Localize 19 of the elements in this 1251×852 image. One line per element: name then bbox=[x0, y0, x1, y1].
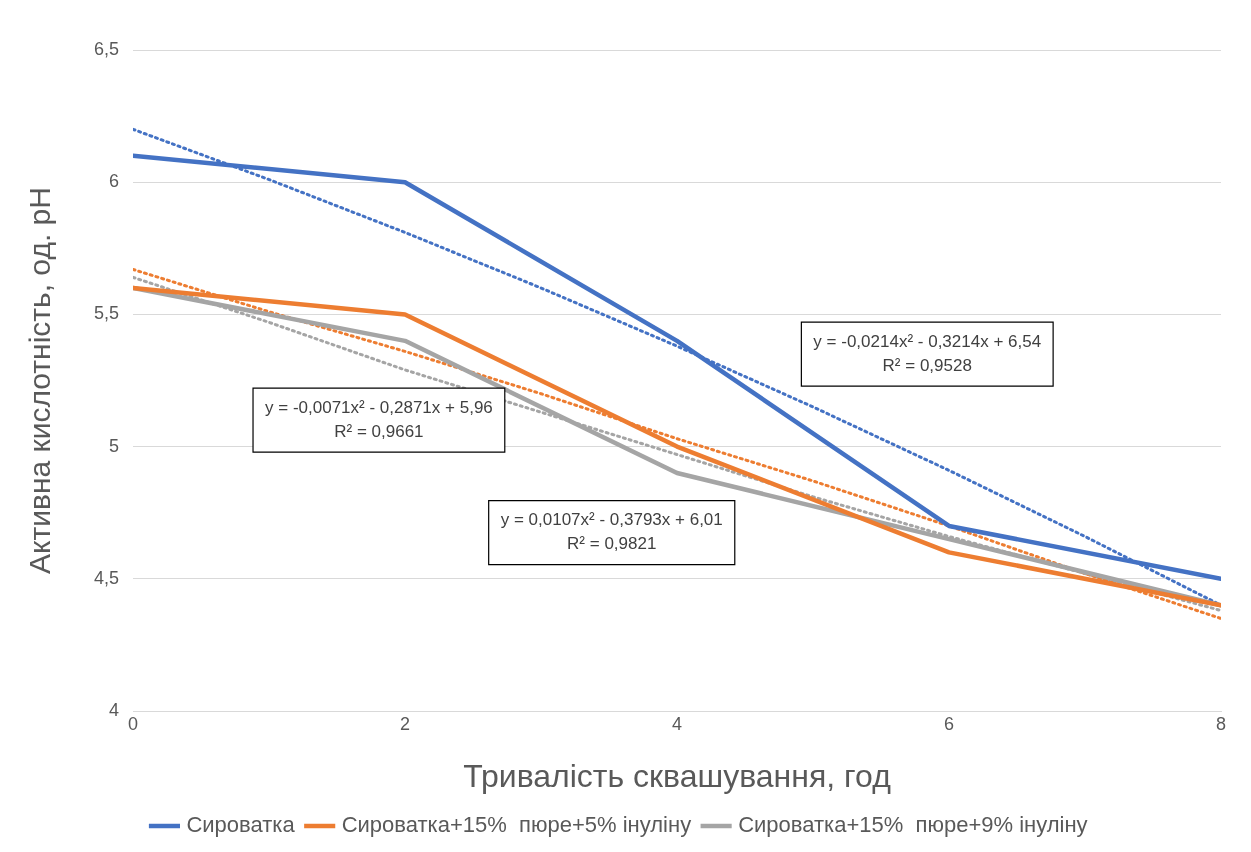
x-tick-label: 8 bbox=[1215, 713, 1227, 734]
legend-label: Сироватка+15% пюре+5% інуліну bbox=[341, 812, 692, 838]
legend-label: Сироватка+15% пюре+9% інуліну bbox=[738, 812, 1088, 838]
y-tick-label: 6,5 bbox=[93, 38, 120, 59]
y-tick-label: 5 bbox=[109, 435, 120, 456]
x-tick-label: 2 bbox=[400, 713, 411, 734]
x-tick-label: 0 bbox=[128, 713, 139, 734]
annotation: y = 0,0107x² - 0,3793x + 6,01 R² = 0,9821 bbox=[500, 510, 723, 554]
x-axis-title: Тривалість сквашування, год bbox=[463, 757, 892, 794]
annotation: y = -0,0214x² - 0,3214x + 6,54 R² = 0,9528 bbox=[813, 331, 1042, 375]
y-tick-label: 4,5 bbox=[93, 567, 120, 588]
legend-label: Сироватка bbox=[186, 812, 296, 838]
y-tick-label: 5,5 bbox=[93, 303, 120, 324]
y-tick-label: 4 bbox=[109, 699, 120, 720]
x-tick-label: 4 bbox=[672, 713, 683, 734]
y-tick-label: 6 bbox=[109, 171, 120, 192]
x-tick-label: 6 bbox=[944, 713, 955, 734]
y-axis-title: Активна кислотність, од. pH bbox=[23, 187, 57, 574]
annotation: y = -0,0071x² - 0,2871x + 5,96 R² = 0,9661 bbox=[265, 397, 493, 441]
